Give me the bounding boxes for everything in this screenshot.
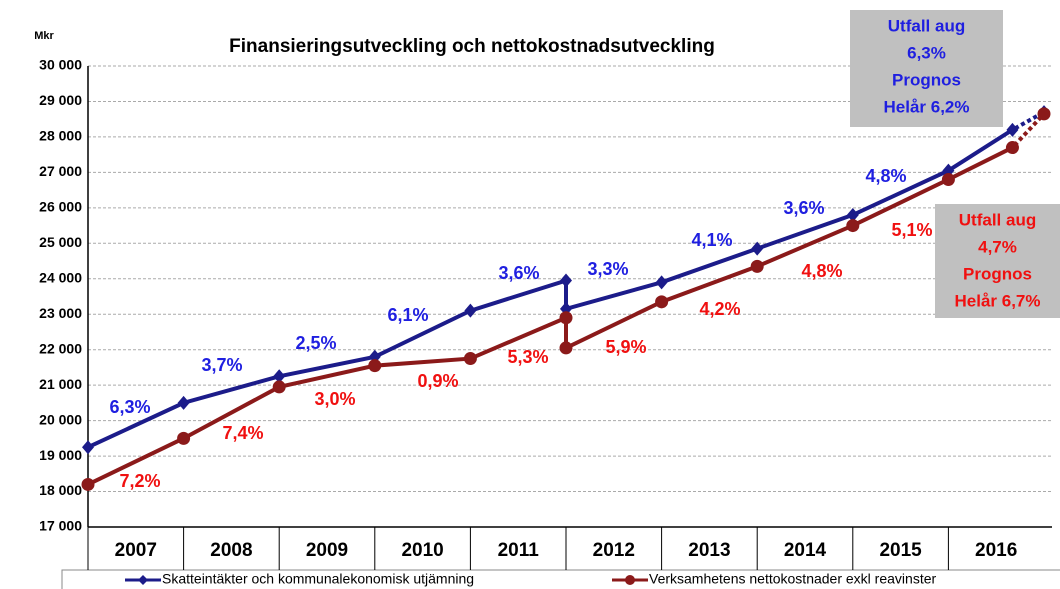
y-axis-label: Mkr — [34, 30, 54, 42]
projection-dash — [1010, 112, 1046, 150]
point — [177, 431, 191, 445]
point — [655, 275, 668, 290]
growth-label: 6,1% — [387, 305, 428, 325]
point — [941, 172, 955, 186]
y-tick-label: 18 000 — [39, 482, 82, 498]
legend-marker — [625, 575, 635, 585]
point — [846, 219, 860, 233]
point — [559, 341, 573, 355]
growth-label: 3,7% — [201, 355, 242, 375]
point — [81, 477, 95, 491]
growth-label: 2,5% — [295, 333, 336, 353]
x-tick-label: 2013 — [688, 540, 730, 561]
y-tick-label: 22 000 — [39, 340, 82, 356]
annotation-text: Helår 6,2% — [884, 97, 970, 116]
point — [560, 273, 572, 288]
x-tick-label: 2007 — [115, 540, 157, 561]
y-tick-label: 23 000 — [39, 305, 82, 321]
point — [464, 303, 477, 318]
point — [559, 311, 573, 325]
growth-label: 4,1% — [691, 230, 732, 250]
x-tick-label: 2015 — [879, 540, 922, 561]
growth-label: 5,1% — [891, 220, 932, 240]
growth-label: 7,2% — [119, 471, 160, 491]
point — [1037, 107, 1051, 121]
growth-label: 6,3% — [109, 397, 150, 417]
y-tick-label: 29 000 — [39, 92, 82, 108]
growth-label: 5,9% — [605, 337, 646, 357]
point — [1006, 122, 1019, 137]
annotation-box — [850, 10, 1003, 127]
point — [846, 207, 859, 222]
point — [751, 241, 764, 256]
x-tick-label: 2008 — [210, 540, 252, 561]
point — [272, 380, 286, 394]
x-tick-label: 2009 — [306, 540, 348, 561]
growth-label: 5,3% — [507, 347, 548, 367]
annotation-text: Utfall aug — [888, 16, 965, 35]
y-tick-label: 25 000 — [39, 234, 82, 250]
annotation-text: 6,3% — [907, 43, 946, 62]
y-tick-label: 20 000 — [39, 411, 82, 427]
annotation-text: 4,7% — [978, 237, 1017, 256]
point — [368, 359, 382, 373]
growth-label: 4,8% — [801, 261, 842, 281]
growth-label: 0,9% — [417, 371, 458, 391]
legend-label: Verksamhetens nettokostnader exkl reavin… — [649, 571, 936, 587]
point — [273, 369, 286, 384]
growth-label: 3,6% — [498, 263, 539, 283]
annotation-text: Prognos — [892, 70, 961, 89]
legend-marker — [138, 575, 148, 585]
growth-label: 3,3% — [587, 259, 628, 279]
chart-title: Finansieringsutveckling och nettokostnad… — [229, 36, 715, 57]
x-tick-label: 2011 — [498, 540, 540, 561]
y-tick-label: 17 000 — [39, 518, 82, 534]
growth-label: 3,6% — [783, 198, 824, 218]
point — [750, 259, 764, 273]
y-tick-label: 27 000 — [39, 163, 82, 179]
growth-label: 4,8% — [865, 166, 906, 186]
growth-label: 3,0% — [314, 389, 355, 409]
annotation-text: Helår 6,7% — [955, 291, 1041, 310]
legend-box — [61, 569, 1060, 589]
x-tick-label: 2012 — [593, 540, 635, 561]
y-tick-label: 24 000 — [39, 269, 82, 285]
annotation-text: Utfall aug — [959, 210, 1036, 229]
y-tick-label: 30 000 — [39, 57, 82, 73]
annotation-text: Prognos — [963, 264, 1032, 283]
point — [655, 295, 669, 309]
point — [177, 395, 190, 410]
y-tick-label: 28 000 — [39, 128, 82, 144]
growth-label: 4,2% — [699, 299, 740, 319]
annotation-box — [935, 204, 1060, 318]
point — [1005, 141, 1019, 155]
point — [463, 352, 477, 366]
x-tick-label: 2010 — [401, 540, 443, 561]
y-tick-label: 19 000 — [39, 447, 82, 463]
y-tick-label: 26 000 — [39, 199, 82, 215]
point — [82, 440, 94, 455]
y-tick-label: 21 000 — [39, 376, 82, 392]
x-tick-label: 2014 — [784, 540, 827, 561]
x-tick-label: 2016 — [975, 540, 1017, 561]
legend-label: Skatteintäkter och kommunalekonomisk utj… — [162, 571, 474, 587]
growth-label: 7,4% — [222, 423, 263, 443]
